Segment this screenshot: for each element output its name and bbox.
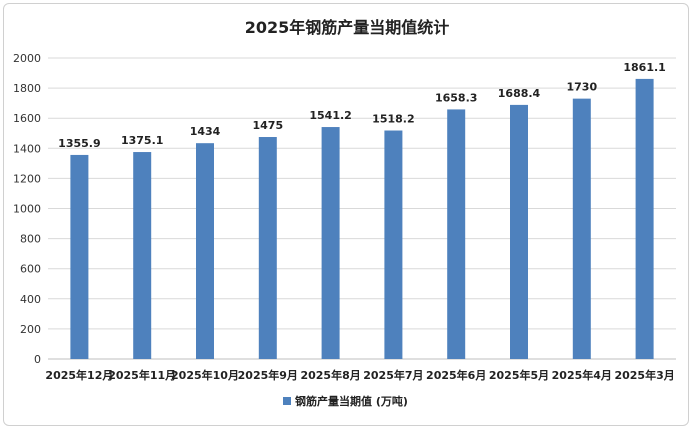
x-tick-label: 2025年9月 [238, 368, 298, 382]
chart-title: 2025年钢筋产量当期值统计 [245, 18, 450, 37]
bar [70, 154, 89, 359]
y-tick-label: 1600 [13, 112, 41, 125]
data-labels: 1355.9 1375.1 1434 1475 1541.2 1518.2 1658.3 16… [58, 61, 666, 150]
data-label: 1475 [252, 119, 283, 132]
data-label: 1688.4 [498, 87, 541, 100]
data-label: 1434 [190, 125, 221, 138]
y-tick-label: 1800 [13, 82, 41, 95]
bar [258, 137, 277, 359]
bar [510, 104, 528, 359]
y-axis: 0 200 400 600 800 1000 1200 1400 1600 1800 2000 [13, 52, 41, 366]
x-tick-label: 2025年4月 [552, 368, 612, 382]
data-label: 1375.1 [121, 134, 163, 147]
y-tick-label: 600 [20, 263, 41, 276]
y-tick-label: 800 [20, 233, 41, 246]
bars [70, 78, 654, 360]
data-label: 1730 [566, 81, 597, 94]
data-label: 1518.2 [372, 113, 414, 126]
y-tick-label: 1400 [13, 142, 41, 155]
bar [321, 127, 340, 359]
bar [196, 143, 214, 359]
y-tick-label: 200 [20, 323, 41, 336]
legend: 钢筋产量当期值 (万吨) [283, 394, 408, 408]
x-tick-label: 2025年10月 [171, 368, 239, 382]
bar [133, 152, 152, 359]
y-tick-label: 1000 [13, 203, 41, 216]
y-tick-label: 400 [20, 293, 41, 306]
bar [572, 98, 591, 359]
data-label: 1861.1 [623, 61, 665, 74]
data-label: 1355.9 [58, 137, 100, 150]
data-label: 1541.2 [309, 109, 351, 122]
y-tick-label: 2000 [13, 52, 41, 65]
x-tick-label: 2025年12月 [45, 368, 113, 382]
gridlines [48, 57, 676, 360]
bar [447, 109, 466, 360]
x-tick-label: 2025年7月 [363, 368, 423, 382]
bar [635, 78, 654, 359]
x-tick-label: 2025年5月 [489, 368, 549, 382]
x-tick-label: 2025年3月 [614, 368, 674, 382]
legend-swatch [283, 397, 291, 405]
x-tick-label: 2025年6月 [426, 368, 486, 382]
x-tick-label: 2025年11月 [108, 368, 176, 382]
data-label: 1658.3 [435, 91, 477, 104]
y-tick-label: 0 [34, 353, 41, 366]
bar [384, 130, 403, 359]
y-tick-label: 1200 [13, 172, 41, 185]
legend-label: 钢筋产量当期值 (万吨) [295, 394, 408, 408]
x-tick-label: 2025年8月 [300, 368, 360, 382]
